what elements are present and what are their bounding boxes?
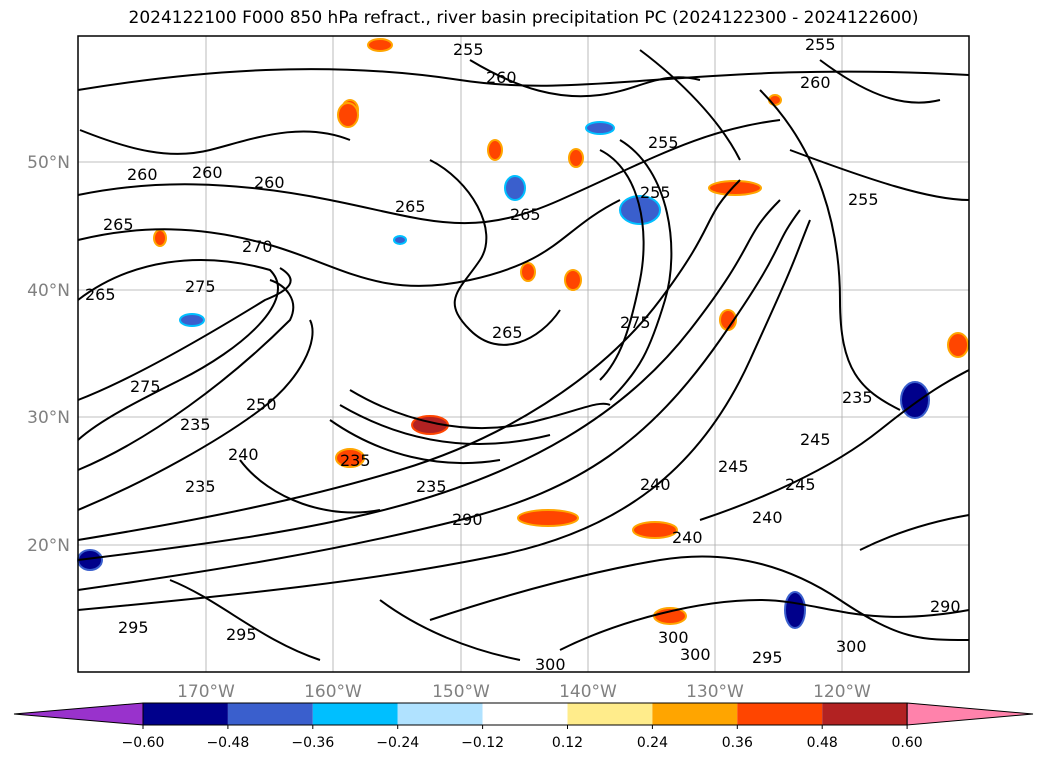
contour-label-235: 235 <box>340 451 371 470</box>
contour-labels: 255 255 260 260 260 260 260 265 265 265 … <box>85 35 961 674</box>
colorbar-segment <box>143 703 228 725</box>
lat-label-50n: 50°N <box>27 153 70 173</box>
contour-label-255: 255 <box>805 35 836 54</box>
lat-label-40n: 40°N <box>27 281 70 301</box>
contour-label-250: 250 <box>246 395 277 414</box>
contour-label-265: 265 <box>492 323 523 342</box>
contour-label-235: 235 <box>180 415 211 434</box>
contour-label-300: 300 <box>680 645 711 664</box>
contour-label-260: 260 <box>192 163 223 182</box>
contour-label-275: 275 <box>130 377 161 396</box>
lon-label-150w: 150°W <box>432 682 490 702</box>
contour-label-255: 255 <box>453 40 484 59</box>
contour-label-265: 265 <box>395 197 426 216</box>
contour-label-260: 260 <box>254 173 285 192</box>
contour-label-240: 240 <box>640 475 671 494</box>
contour-label-255: 255 <box>640 183 671 202</box>
contour-label-300: 300 <box>836 637 867 656</box>
colorbar-tick-label: 0.12 <box>552 735 583 751</box>
colorbar-tick-label: −0.48 <box>206 735 249 751</box>
contour-label-300: 300 <box>535 655 566 674</box>
colorbar-tick-label: −0.36 <box>291 735 334 751</box>
refractivity-contours <box>77 49 970 661</box>
contour-label-290: 290 <box>930 597 961 616</box>
contour-label-245: 245 <box>785 475 816 494</box>
colorbar-extend-high <box>906 702 1034 726</box>
contour-label-265: 265 <box>85 285 116 304</box>
precip-pc-fill <box>77 38 969 629</box>
contour-label-260: 260 <box>800 73 831 92</box>
colorbar-segment <box>567 703 653 725</box>
colorbar-tick-label: 0.60 <box>892 735 923 751</box>
lat-label-30n: 30°N <box>27 408 70 428</box>
contour-label-295: 295 <box>118 618 149 637</box>
contour-label-235: 235 <box>416 477 447 496</box>
chart-title: 2024122100 F000 850 hPa refract., river … <box>128 8 919 28</box>
colorbar-segment <box>312 703 398 725</box>
colorbar-tick-label: −0.60 <box>122 735 165 751</box>
contour-label-235: 235 <box>842 388 873 407</box>
lon-label-160w: 160°W <box>304 682 362 702</box>
colorbar-extend-low <box>13 702 144 726</box>
lon-label-130w: 130°W <box>686 682 744 702</box>
lon-label-140w: 140°W <box>559 682 617 702</box>
contour-label-275: 275 <box>185 277 216 296</box>
lon-label-120w: 120°W <box>813 682 871 702</box>
contour-label-270: 270 <box>242 237 273 256</box>
colorbar-segment <box>227 703 313 725</box>
contour-label-275: 275 <box>620 313 651 332</box>
latitude-labels: 50°N 40°N 30°N 20°N <box>27 153 70 556</box>
contour-label-260: 260 <box>127 165 158 184</box>
colorbar-tick-label: −0.24 <box>376 735 419 751</box>
contour-label-265: 265 <box>510 205 541 224</box>
colorbar-outline <box>142 702 908 726</box>
contour-label-260: 260 <box>486 68 517 87</box>
contour-label-235: 235 <box>185 477 216 496</box>
colorbar-segment <box>652 703 738 725</box>
colorbar-tick-label: 0.24 <box>637 735 668 751</box>
contour-label-240: 240 <box>752 508 783 527</box>
contour-label-295: 295 <box>226 625 257 644</box>
contour-label-240: 240 <box>672 528 703 547</box>
colorbar: −0.60 −0.48 −0.36 −0.24 −0.12 0.12 0.24 0.36 0.4… <box>13 702 1034 751</box>
colorbar-tick-label: 0.48 <box>807 735 838 751</box>
map-frame <box>77 35 970 673</box>
contour-label-290: 290 <box>452 510 483 529</box>
lon-label-170w: 170°W <box>177 682 235 702</box>
contour-label-255: 255 <box>648 133 679 152</box>
contour-label-265: 265 <box>103 215 134 234</box>
contour-label-295: 295 <box>752 648 783 667</box>
colorbar-segment <box>397 703 483 725</box>
contour-label-245: 245 <box>800 430 831 449</box>
contour-label-255: 255 <box>848 190 879 209</box>
contour-label-245: 245 <box>718 457 749 476</box>
colorbar-segment <box>822 703 908 725</box>
lat-label-20n: 20°N <box>27 536 70 556</box>
colorbar-segment <box>737 703 823 725</box>
colorbar-tick-label: −0.12 <box>461 735 504 751</box>
map-background <box>78 36 969 672</box>
colorbar-segment <box>482 703 568 725</box>
colorbar-tick-label: 0.36 <box>722 735 753 751</box>
contour-label-240: 240 <box>228 445 259 464</box>
contour-label-300: 300 <box>658 628 689 647</box>
longitude-labels: 170°W 160°W 150°W 140°W 130°W 120°W <box>177 682 871 702</box>
